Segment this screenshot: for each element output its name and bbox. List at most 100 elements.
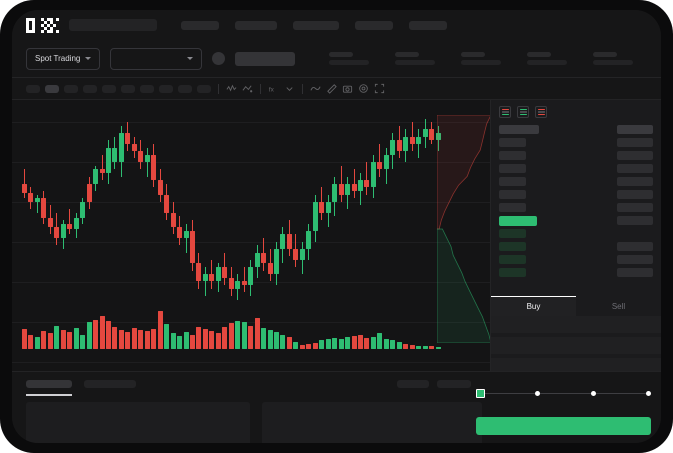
candle-wick	[243, 267, 245, 293]
trading-mode-selector[interactable]: Spot Trading	[26, 47, 101, 70]
candle-body	[112, 147, 118, 163]
timeframe-button-6[interactable]	[140, 84, 154, 93]
trading-pair-selector[interactable]	[110, 47, 203, 70]
settings-icon[interactable]	[358, 83, 369, 94]
order-form-field[interactable]	[491, 337, 661, 354]
tab-buy[interactable]: Buy	[491, 296, 576, 316]
candle-body	[54, 227, 60, 239]
timeframe-button-3[interactable]	[83, 84, 97, 93]
candle-body	[338, 183, 344, 195]
candle-body	[164, 194, 170, 213]
orderbook-row[interactable]	[499, 125, 653, 134]
orderbook-bids-icon[interactable]	[517, 106, 529, 118]
market-stat-4	[593, 52, 634, 65]
timeframe-button-7[interactable]	[159, 84, 173, 93]
nav-item-0[interactable]	[181, 20, 219, 30]
orderbook-panel: Buy Sell	[490, 100, 661, 396]
timeframe-button-5[interactable]	[121, 84, 135, 93]
order-form-field[interactable]	[491, 316, 661, 333]
orderbook-both-icon[interactable]	[499, 106, 511, 118]
volume-bar	[358, 334, 363, 349]
orderbook-bar	[499, 177, 526, 186]
stepper-step-3[interactable]	[645, 390, 651, 396]
orderbook-row[interactable]	[499, 255, 653, 264]
orderbook-row[interactable]	[499, 151, 653, 160]
orderbook-row[interactable]	[499, 242, 653, 251]
candle-body	[416, 136, 422, 144]
orderbook-amount	[617, 177, 653, 186]
primary-cta-button[interactable]	[476, 417, 651, 435]
indicator-wave-icon[interactable]	[226, 83, 237, 94]
candle-body	[47, 218, 53, 228]
stepper-step-0[interactable]	[476, 388, 485, 398]
stepper-step-2[interactable]	[590, 390, 596, 396]
volume-bar	[345, 336, 351, 349]
orderbook-row[interactable]	[499, 177, 653, 186]
candle-body	[131, 143, 137, 152]
bottom-tab-0[interactable]	[26, 380, 72, 388]
nav-item-3[interactable]	[355, 20, 393, 30]
candle-body	[345, 183, 351, 195]
candlestick-series	[22, 115, 442, 305]
candle-wick	[101, 154, 103, 181]
indicator-compare-icon[interactable]	[242, 83, 253, 94]
chevron-down-icon[interactable]	[284, 83, 295, 94]
bottom-tab-1[interactable]	[84, 380, 136, 388]
volume-bar	[416, 346, 422, 349]
orderbook-bar	[499, 203, 526, 212]
orderbook-rows	[491, 123, 661, 277]
nav-item-4[interactable]	[409, 20, 447, 30]
volume-bar	[47, 332, 53, 349]
global-search-input[interactable]	[69, 19, 157, 31]
candle-wick	[36, 194, 38, 213]
orderbook-row[interactable]	[499, 268, 653, 277]
indicator-fx-icon[interactable]: fx	[268, 83, 279, 94]
volume-bar	[222, 327, 228, 349]
ruler-icon[interactable]	[326, 83, 337, 94]
tab-sell[interactable]: Sell	[611, 301, 626, 311]
nav-item-1[interactable]	[235, 20, 277, 30]
volume-bar	[99, 315, 105, 349]
okx-logo-icon[interactable]	[26, 17, 59, 33]
volume-bar	[241, 322, 247, 349]
price-chart-panel[interactable]	[12, 100, 490, 371]
nav-item-2[interactable]	[293, 20, 339, 30]
orderbook-view-toggles	[491, 100, 661, 123]
timeframe-button-4[interactable]	[102, 84, 116, 93]
candle-wick	[69, 209, 71, 235]
orderbook-bar	[499, 268, 526, 277]
orderbook-amount	[617, 138, 653, 147]
stepper-step-1[interactable]	[535, 390, 541, 396]
volume-bar	[293, 342, 299, 349]
timeframe-button-9[interactable]	[197, 84, 211, 93]
orderbook-row[interactable]	[499, 203, 653, 212]
order-form-field[interactable]	[491, 358, 661, 375]
timeframe-button-8[interactable]	[178, 84, 192, 93]
candle-body	[215, 267, 221, 282]
timeframe-button-0[interactable]	[26, 84, 40, 93]
candle-body	[228, 277, 234, 289]
orderbook-row[interactable]	[499, 190, 653, 199]
orderbook-row[interactable]	[499, 229, 653, 238]
gridline	[12, 362, 490, 363]
volume-bar	[125, 331, 131, 349]
bottom-card-0[interactable]	[26, 402, 250, 443]
orderbook-row[interactable]	[499, 216, 653, 226]
candle-body	[409, 136, 415, 144]
onboarding-stepper[interactable]	[466, 383, 661, 403]
chevron-down-icon	[85, 57, 92, 60]
bottom-card-1[interactable]	[262, 402, 482, 443]
timeframe-button-1[interactable]	[45, 84, 59, 93]
orderbook-asks-icon[interactable]	[535, 106, 547, 118]
line-chart-icon[interactable]	[310, 83, 321, 94]
candle-wick	[204, 267, 206, 296]
orderbook-row[interactable]	[499, 138, 653, 147]
timeframe-button-2[interactable]	[64, 84, 78, 93]
bottom-action-0[interactable]	[397, 380, 429, 388]
camera-icon[interactable]	[342, 83, 353, 94]
fullscreen-icon[interactable]	[374, 83, 385, 94]
orderbook-row[interactable]	[499, 164, 653, 173]
volume-bar	[144, 330, 150, 349]
bottom-action-1[interactable]	[437, 380, 471, 388]
candle-body	[202, 274, 208, 282]
